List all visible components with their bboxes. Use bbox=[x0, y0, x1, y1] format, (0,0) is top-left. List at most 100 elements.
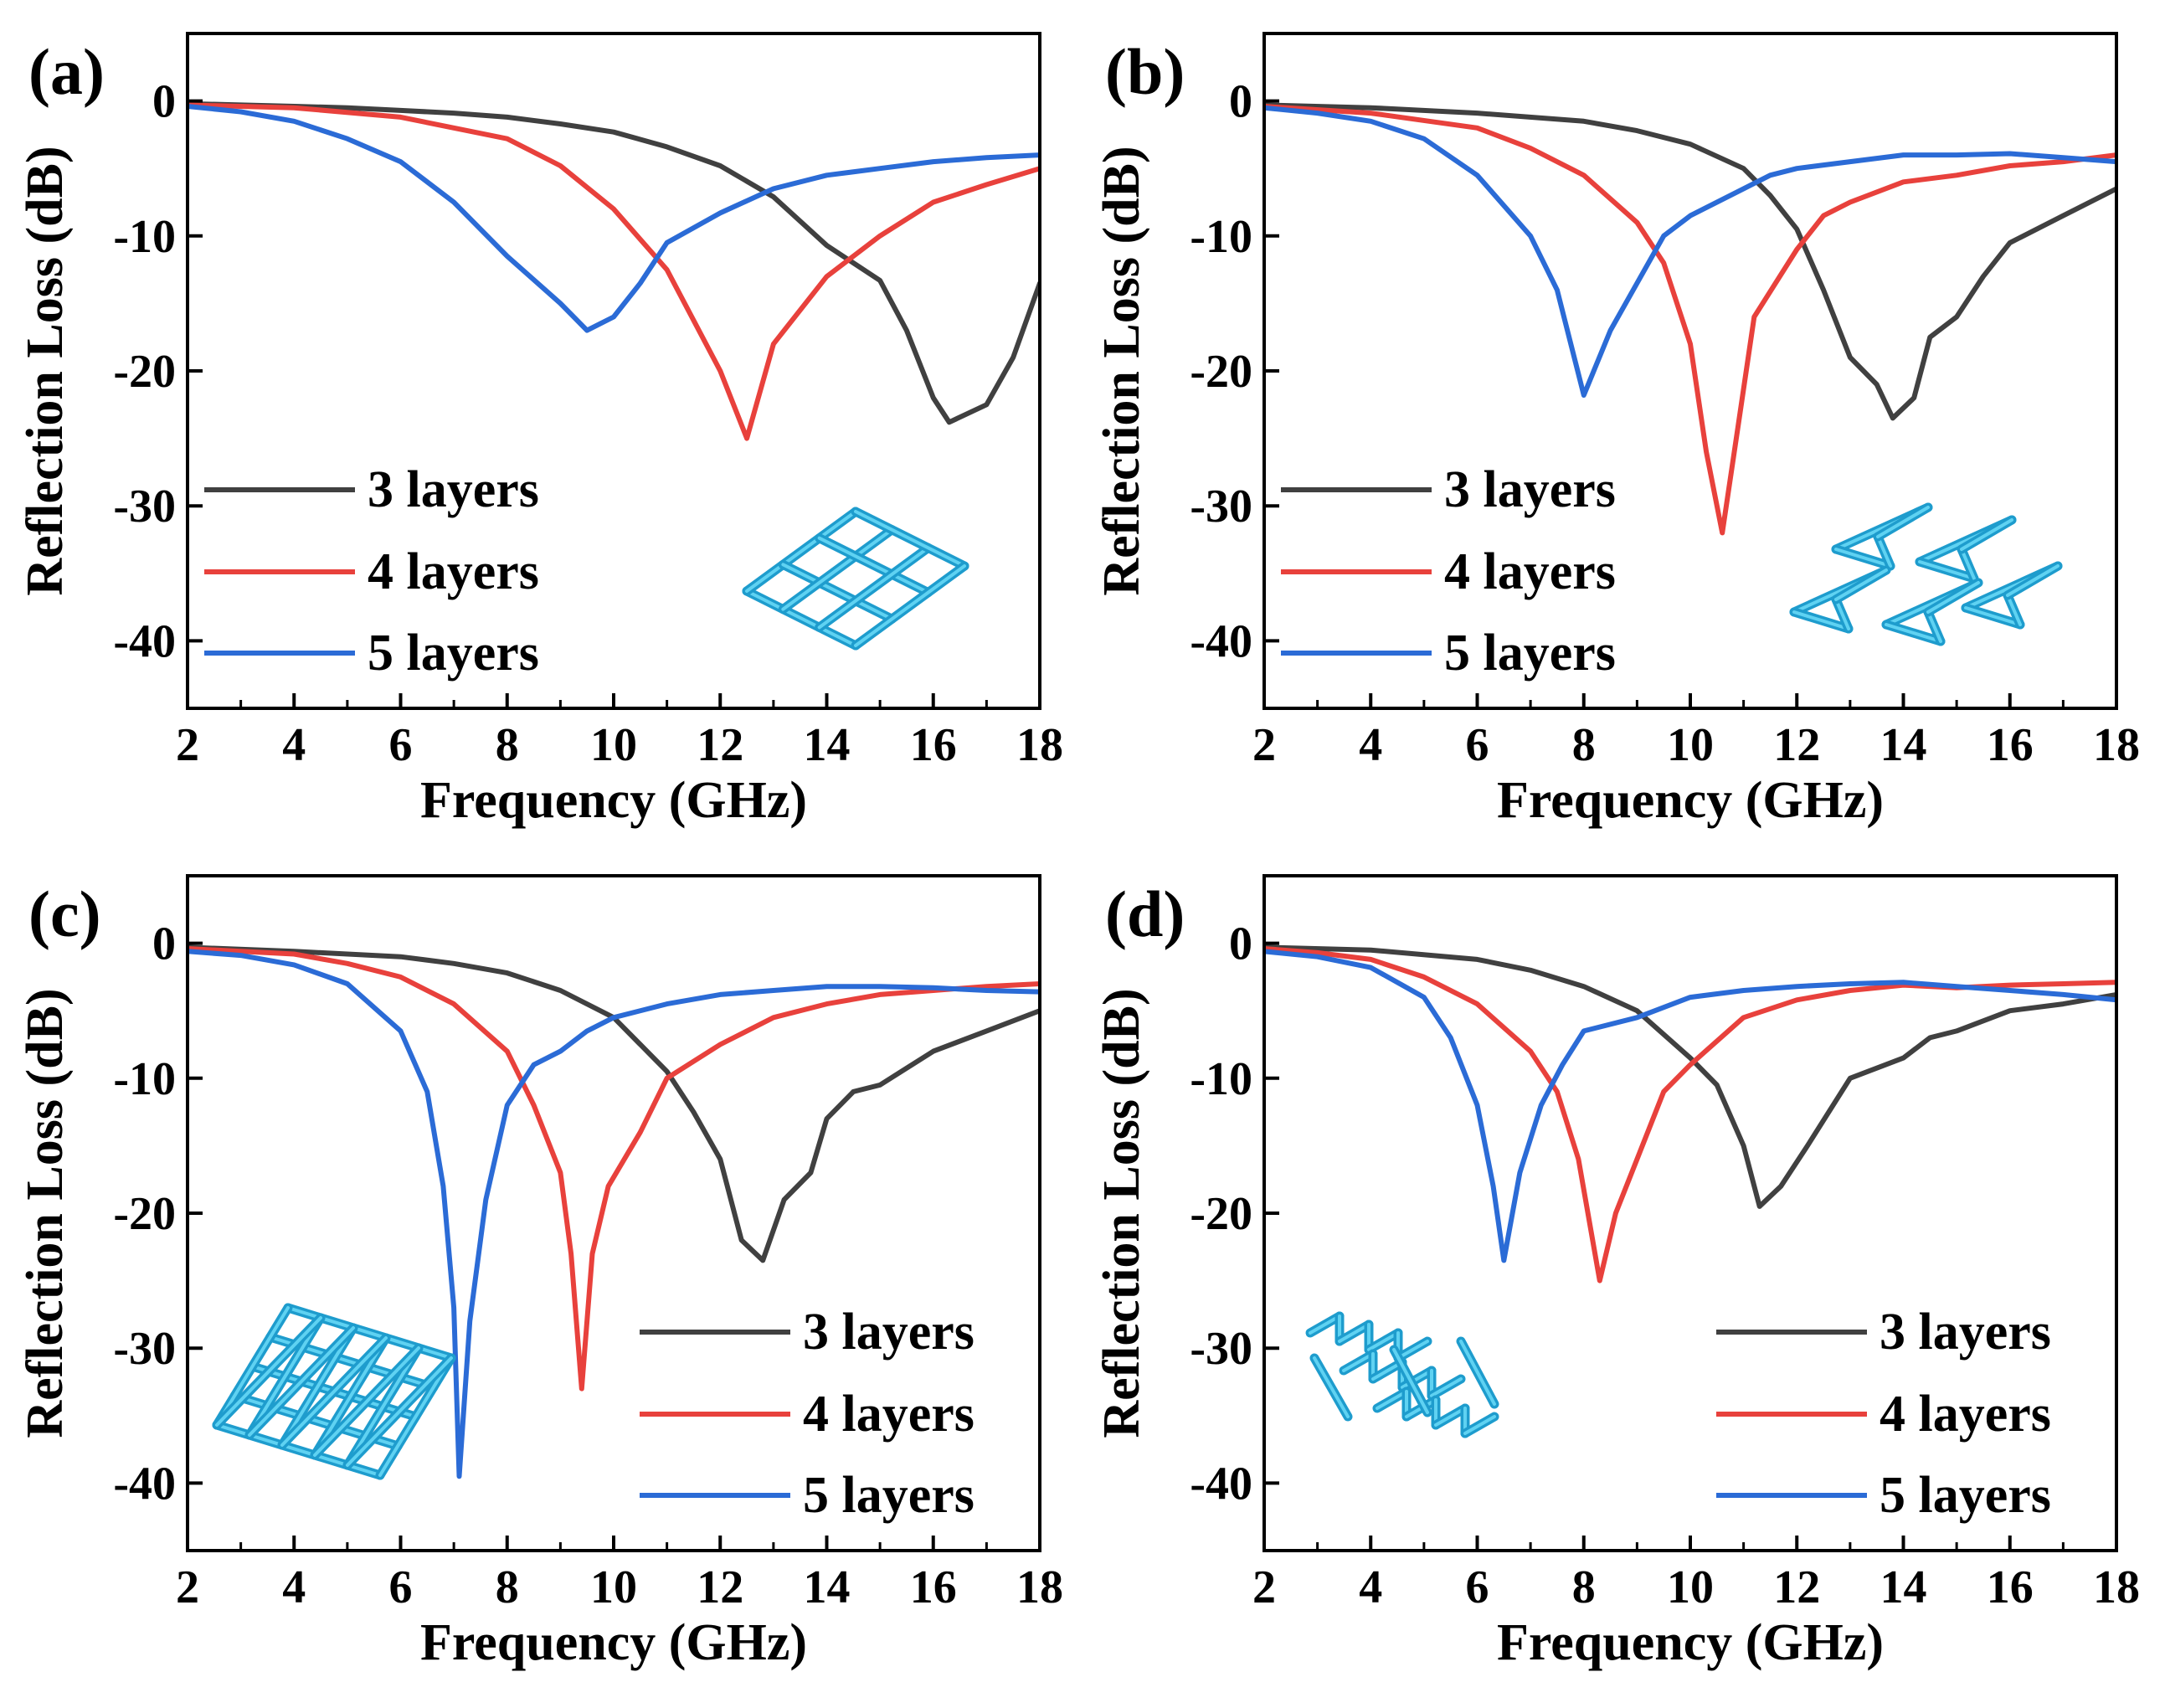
y-tick-label: -10 bbox=[1190, 1053, 1252, 1105]
series-line-3-layers bbox=[188, 100, 1040, 425]
y-tick-label: -20 bbox=[113, 346, 176, 398]
truss-lattice-icon bbox=[212, 1303, 456, 1480]
y-tick-label: 0 bbox=[1229, 76, 1252, 128]
icon-strut-highlight bbox=[781, 563, 894, 621]
icon-strut-highlight bbox=[1834, 548, 1892, 568]
icon-strut-highlight bbox=[2006, 594, 2022, 626]
y-axis-label: Reflection Loss (dB) bbox=[1093, 988, 1150, 1438]
legend: 3 layers 4 layers 5 layers bbox=[1281, 461, 1616, 682]
chart-panel-d: 2 4 6 8 10 12 14 16 18 0 -10 -20 -30 -40 Frequency (GH… bbox=[1093, 874, 2140, 1671]
y-tick-label: 0 bbox=[1229, 918, 1252, 970]
icon-strut-highlight bbox=[248, 1316, 322, 1437]
y-tick-label: -30 bbox=[113, 1323, 176, 1375]
y-tick-label: -10 bbox=[113, 211, 176, 263]
y-tick-label: 0 bbox=[152, 918, 176, 970]
x-tick-label: 4 bbox=[1359, 1561, 1382, 1613]
series-line-5-layers bbox=[1264, 949, 2116, 1263]
x-tick-label: 16 bbox=[1987, 719, 2034, 771]
y-tick-label: -40 bbox=[1190, 1458, 1252, 1510]
icon-strut-highlight bbox=[1960, 548, 1976, 580]
y-tick-label: -40 bbox=[113, 1458, 176, 1510]
icon-strut-highlight bbox=[1876, 506, 1930, 538]
series-line-3-layers bbox=[1264, 944, 2116, 1209]
icon-strut-highlight bbox=[346, 1356, 453, 1467]
y-tick-label: -20 bbox=[113, 1188, 176, 1240]
x-axis-label: Frequency (GHz) bbox=[1497, 1614, 1884, 1671]
chart-panel-c: 2 4 6 8 10 12 14 16 18 0 -10 -20 -30 -40 Frequency (GH… bbox=[17, 874, 1063, 1671]
legend-label: 4 layers bbox=[803, 1386, 975, 1443]
icon-strut-highlight bbox=[215, 1423, 382, 1477]
x-tick-label: 4 bbox=[282, 719, 306, 771]
x-tick-label: 10 bbox=[590, 1561, 637, 1613]
y-axis-label: Reflection Loss (dB) bbox=[17, 988, 74, 1438]
icon-strut-highlight bbox=[1392, 1348, 1429, 1414]
icon-strut-highlight bbox=[2006, 564, 2060, 597]
icon-strut-highlight bbox=[1834, 598, 1850, 630]
x-tick-label: 18 bbox=[2093, 719, 2140, 771]
icon-strut-highlight bbox=[745, 510, 857, 593]
icon-strut-highlight bbox=[346, 1346, 420, 1467]
x-tick-label: 12 bbox=[697, 719, 743, 771]
x-tick-label: 18 bbox=[1016, 1561, 1063, 1613]
legend: 3 layers 4 layers 5 layers bbox=[640, 1304, 975, 1524]
icon-strut-highlight bbox=[1964, 606, 2022, 626]
legend-label: 3 layers bbox=[368, 461, 539, 518]
icon-strut-highlight bbox=[1926, 581, 1980, 614]
y-tick-label: -30 bbox=[1190, 481, 1252, 532]
y-axis-label: Reflection Loss (dB) bbox=[17, 146, 74, 595]
x-tick-label: 10 bbox=[590, 719, 637, 771]
icon-strut-highlight bbox=[854, 510, 966, 568]
icon-strut-highlight bbox=[280, 1336, 388, 1447]
series-group bbox=[188, 944, 1040, 1479]
series-line-3-layers bbox=[188, 944, 1040, 1263]
x-tick-label: 4 bbox=[1359, 719, 1382, 771]
icon-strut-highlight bbox=[1434, 1407, 1467, 1427]
icon-strut-highlight bbox=[1396, 1340, 1429, 1360]
series-group bbox=[188, 100, 1040, 441]
icon-strut-highlight bbox=[313, 1346, 420, 1457]
x-tick-label: 12 bbox=[1773, 719, 1820, 771]
icon-strut-highlight bbox=[817, 536, 930, 594]
series-line-4-layers bbox=[188, 946, 1040, 1392]
y-tick-label: -10 bbox=[113, 1053, 176, 1105]
legend-label: 5 layers bbox=[1880, 1467, 2051, 1524]
x-tick-label: 8 bbox=[496, 1561, 519, 1613]
y-tick-label: -40 bbox=[1190, 615, 1252, 667]
series-line-5-layers bbox=[188, 949, 1040, 1479]
icon-strut-highlight bbox=[1401, 1369, 1433, 1389]
y-tick-label: -40 bbox=[113, 615, 176, 667]
legend-label: 3 layers bbox=[1444, 461, 1616, 518]
x-tick-label: 2 bbox=[176, 1561, 199, 1613]
icon-strut-highlight bbox=[286, 1306, 453, 1360]
icon-strut-highlight bbox=[1342, 1352, 1375, 1372]
series-group bbox=[1264, 944, 2116, 1284]
square-lattice-icon bbox=[742, 507, 969, 651]
panel-label: (a) bbox=[28, 35, 105, 108]
legend-label: 5 layers bbox=[803, 1467, 975, 1524]
x-tick-label: 8 bbox=[1572, 719, 1596, 771]
zigzag-lattice-icon bbox=[1305, 1311, 1499, 1438]
y-tick-label: -30 bbox=[113, 481, 176, 532]
icon-strut-highlight bbox=[854, 564, 966, 647]
icon-strut-highlight bbox=[1876, 535, 1892, 568]
x-axis-label: Frequency (GHz) bbox=[420, 772, 807, 829]
series-line-4-layers bbox=[1264, 104, 2116, 536]
plot-frame bbox=[1262, 32, 2118, 710]
legend: 3 layers 4 layers 5 layers bbox=[204, 461, 539, 682]
icon-strut-highlight bbox=[280, 1326, 355, 1447]
x-tick-label: 2 bbox=[176, 719, 199, 771]
icon-strut-highlight bbox=[1313, 1356, 1350, 1418]
panel-label: (d) bbox=[1105, 877, 1185, 950]
x-tick-label: 2 bbox=[1252, 1561, 1276, 1613]
icon-strut-highlight bbox=[781, 527, 894, 611]
x-tick-label: 6 bbox=[389, 719, 413, 771]
x-tick-label: 8 bbox=[496, 719, 519, 771]
x-tick-label: 16 bbox=[910, 1561, 957, 1613]
series-line-5-layers bbox=[1264, 105, 2116, 398]
icon-strut-highlight bbox=[1960, 518, 2013, 551]
x-tick-label: 14 bbox=[1880, 719, 1927, 771]
chart-panel-b: 2 4 6 8 10 12 14 16 18 0 -10 -20 -30 -40 Frequency (GH… bbox=[1093, 32, 2140, 829]
icon-strut-highlight bbox=[1918, 560, 1976, 580]
icon-strut-highlight bbox=[248, 1326, 355, 1437]
